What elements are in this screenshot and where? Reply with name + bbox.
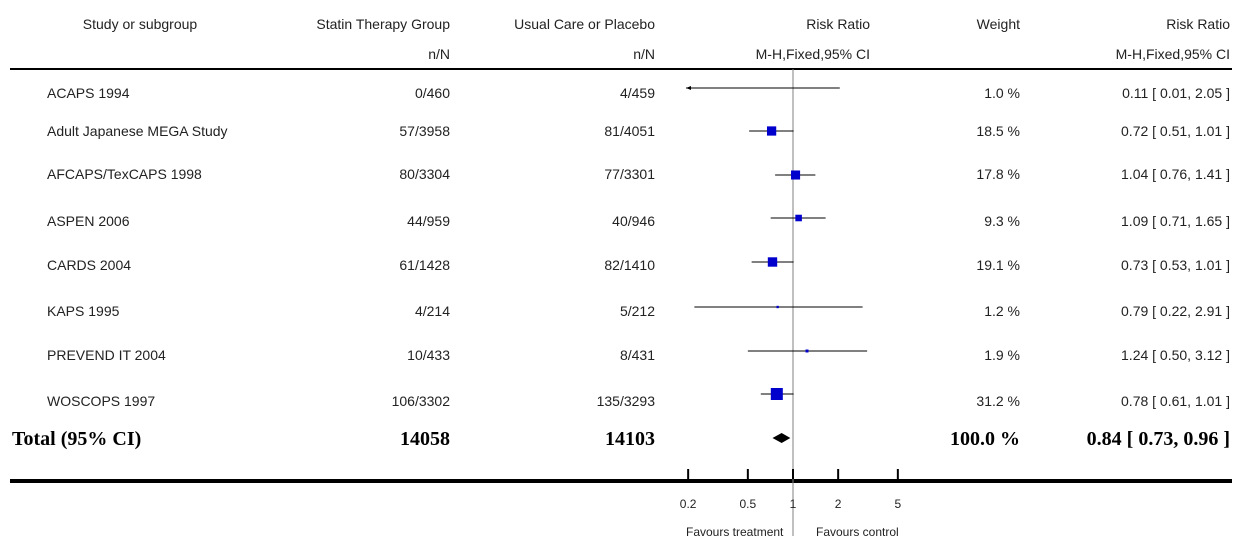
x-tick-label: 1 <box>789 497 797 511</box>
study-name: KAPS 1995 <box>47 303 120 319</box>
ci-value: 0.72 [ 0.51, 1.01 ] <box>1121 123 1230 139</box>
weight-value: 9.3 % <box>984 213 1020 229</box>
weight-value: 1.0 % <box>984 85 1020 101</box>
header-rule <box>10 68 1232 70</box>
total-treatment: 14058 <box>400 428 450 450</box>
ci-value: 1.24 [ 0.50, 3.12 ] <box>1121 347 1230 363</box>
header-plot: Risk Ratio <box>806 16 870 32</box>
control-count: 5/212 <box>619 303 655 319</box>
header-treatment: Statin Therapy Group <box>316 16 450 32</box>
total-label: Total (95% CI) <box>12 428 142 450</box>
study-name: CARDS 2004 <box>47 257 132 273</box>
header-weight: Weight <box>976 16 1020 32</box>
total-control: 14103 <box>605 428 655 450</box>
weight-value: 31.2 % <box>976 393 1020 409</box>
header-rr: Risk Ratio <box>1166 16 1230 32</box>
treatment-count: 61/1428 <box>399 257 450 273</box>
favours-treatment-label: Favours treatment <box>686 525 784 539</box>
point-estimate-marker <box>767 257 778 267</box>
x-tick-label: 5 <box>894 497 902 511</box>
weight-value: 18.5 % <box>976 123 1020 139</box>
study-name: ACAPS 1994 <box>47 85 130 101</box>
bottom-rule <box>10 479 1232 483</box>
treatment-count: 4/214 <box>414 303 450 319</box>
study-name: AFCAPS/TexCAPS 1998 <box>47 166 202 182</box>
study-name: PREVEND IT 2004 <box>47 347 166 363</box>
study-name: ASPEN 2006 <box>47 213 130 229</box>
control-count: 40/946 <box>612 213 655 229</box>
header-study: Study or subgroup <box>82 16 198 32</box>
ci-value: 0.79 [ 0.22, 2.91 ] <box>1121 303 1230 319</box>
ci-value: 0.73 [ 0.53, 1.01 ] <box>1121 257 1230 273</box>
ci-value: 1.09 [ 0.71, 1.65 ] <box>1121 213 1230 229</box>
weight-value: 19.1 % <box>976 257 1020 273</box>
control-count: 8/431 <box>619 347 655 363</box>
treatment-count: 0/460 <box>414 85 450 101</box>
x-tick-label: 0.2 <box>679 497 697 511</box>
treatment-count: 57/3958 <box>399 123 450 139</box>
header-rr-sub: M-H,Fixed,95% CI <box>1115 46 1230 62</box>
treatment-count: 10/433 <box>407 347 450 363</box>
ci-value: 1.04 [ 0.76, 1.41 ] <box>1121 166 1230 182</box>
point-estimate-marker <box>770 388 783 400</box>
x-axis-ticks <box>687 469 899 479</box>
total-diamond <box>772 433 791 443</box>
header-control: Usual Care or Placebo <box>514 16 655 32</box>
study-name: WOSCOPS 1997 <box>47 393 156 409</box>
point-estimate-marker <box>791 170 801 180</box>
weight-value: 1.9 % <box>984 347 1020 363</box>
control-count: 81/4051 <box>604 123 655 139</box>
ci-value: 0.11 [ 0.01, 2.05 ] <box>1122 85 1230 101</box>
point-estimate-marker <box>805 349 809 353</box>
treatment-count: 106/3302 <box>391 393 450 409</box>
study-name: Adult Japanese MEGA Study <box>47 123 228 139</box>
header-treatment-sub: n/N <box>428 46 450 62</box>
weight-value: 17.8 % <box>976 166 1020 182</box>
point-estimate-marker <box>766 126 777 136</box>
x-tick-label: 2 <box>834 497 842 511</box>
control-count: 4/459 <box>619 85 655 101</box>
forest-plot-marks <box>686 86 868 443</box>
point-estimate-marker <box>795 214 802 222</box>
control-count: 77/3301 <box>604 166 655 182</box>
ci-arrow-left <box>686 86 691 90</box>
weight-value: 1.2 % <box>984 303 1020 319</box>
ci-value: 0.78 [ 0.61, 1.01 ] <box>1121 393 1230 409</box>
treatment-count: 80/3304 <box>399 166 450 182</box>
header-plot-sub: M-H,Fixed,95% CI <box>755 46 870 62</box>
header-control-sub: n/N <box>633 46 655 62</box>
control-count: 135/3293 <box>596 393 655 409</box>
favours-control-label: Favours control <box>816 525 899 539</box>
x-tick-label: 0.5 <box>739 497 757 511</box>
control-count: 82/1410 <box>604 257 655 273</box>
total-weight: 100.0 % <box>950 428 1020 450</box>
treatment-count: 44/959 <box>407 213 450 229</box>
point-estimate-marker <box>776 305 779 309</box>
total-ci: 0.84 [ 0.73, 0.96 ] <box>1086 428 1230 450</box>
